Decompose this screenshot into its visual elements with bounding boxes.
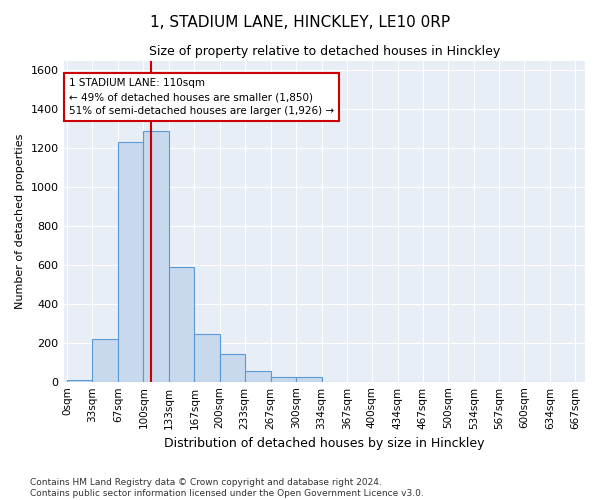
Bar bbox=[194, 334, 220, 382]
Title: Size of property relative to detached houses in Hinckley: Size of property relative to detached ho… bbox=[149, 45, 500, 58]
Bar bbox=[118, 142, 143, 382]
X-axis label: Distribution of detached houses by size in Hinckley: Distribution of detached houses by size … bbox=[164, 437, 485, 450]
Bar bbox=[92, 339, 118, 382]
Text: 1 STADIUM LANE: 110sqm
← 49% of detached houses are smaller (1,850)
51% of semi-: 1 STADIUM LANE: 110sqm ← 49% of detached… bbox=[69, 78, 334, 116]
Bar bbox=[169, 267, 194, 382]
Bar bbox=[220, 354, 245, 382]
Bar bbox=[296, 377, 322, 382]
Bar bbox=[271, 377, 296, 382]
Text: 1, STADIUM LANE, HINCKLEY, LE10 0RP: 1, STADIUM LANE, HINCKLEY, LE10 0RP bbox=[150, 15, 450, 30]
Bar bbox=[67, 380, 92, 382]
Bar bbox=[143, 130, 169, 382]
Bar bbox=[245, 371, 271, 382]
Text: Contains HM Land Registry data © Crown copyright and database right 2024.
Contai: Contains HM Land Registry data © Crown c… bbox=[30, 478, 424, 498]
Y-axis label: Number of detached properties: Number of detached properties bbox=[15, 134, 25, 309]
